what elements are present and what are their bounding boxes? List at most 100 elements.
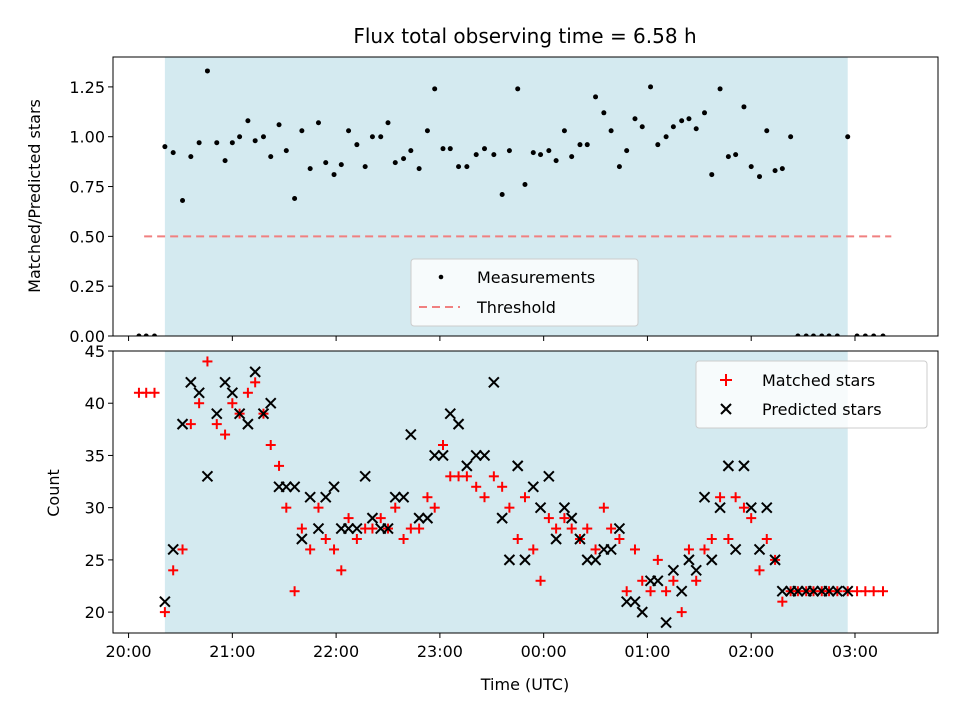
- measurement-point: [788, 134, 794, 140]
- measurement-point: [845, 134, 851, 140]
- measurement-point: [180, 197, 186, 203]
- measurement-point: [315, 120, 321, 126]
- predicted-star-point: [629, 595, 641, 608]
- predicted-star-point: [714, 501, 726, 514]
- measurement-point: [553, 158, 559, 164]
- measurement-point: [378, 134, 384, 140]
- predicted-star-point: [488, 376, 500, 389]
- predicted-star-point: [729, 543, 742, 556]
- matched-star-point: [211, 419, 222, 430]
- measurement-point: [709, 172, 715, 178]
- matched-star-point: [754, 565, 765, 576]
- measurement-point: [779, 166, 785, 172]
- matched-star-point: [715, 492, 726, 503]
- predicted-star-point: [159, 595, 171, 608]
- measurement-point: [748, 164, 754, 170]
- measurement-point: [346, 128, 352, 134]
- matched-star-point: [668, 575, 679, 586]
- predicted-star-point: [478, 449, 491, 462]
- predicted-star-point: [211, 407, 223, 420]
- predicted-star-point: [620, 595, 633, 608]
- x-tick-label: 22:00: [313, 642, 359, 661]
- matched-star-point: [746, 513, 757, 524]
- measurement-point: [741, 104, 747, 110]
- matched-star-point: [185, 419, 196, 430]
- x-tick-label: 20:00: [106, 642, 152, 661]
- top-panel: Flux total observing time = 6.58 h Match…: [25, 24, 939, 346]
- predicted-star-point: [667, 564, 680, 577]
- predicted-star-point: [543, 470, 555, 483]
- measurement-point: [834, 333, 840, 336]
- y-tick-label: 1.25: [69, 78, 105, 97]
- predicted-star-point: [550, 533, 562, 545]
- data-marks: [136, 68, 892, 336]
- measurement-point: [331, 172, 337, 178]
- matched-star-point: [202, 356, 213, 367]
- predicted-star-point: [359, 470, 371, 483]
- measurement-point: [584, 142, 590, 148]
- predicted-star-point: [512, 460, 524, 472]
- predicted-star-point: [193, 387, 205, 399]
- x-tick-label: 01:00: [624, 642, 670, 661]
- predicted-star-point: [444, 407, 456, 420]
- predicted-star-point: [265, 397, 277, 409]
- matched-star-point: [289, 586, 300, 597]
- predicted-star-point: [769, 554, 781, 566]
- matched-star-point: [676, 607, 687, 618]
- predicted-star-point: [690, 564, 702, 577]
- predicted-star-point: [437, 449, 449, 462]
- measurement-point: [702, 110, 708, 116]
- matched-star-point: [621, 586, 632, 597]
- measurement-point: [447, 146, 453, 152]
- predicted-star-point: [167, 543, 179, 556]
- measurement-point: [655, 142, 661, 148]
- predicted-star-point: [581, 554, 593, 566]
- matched-star-point: [281, 502, 292, 513]
- measurement-point: [136, 333, 142, 336]
- matched-star-point: [723, 534, 734, 544]
- predicted-star-point: [461, 460, 473, 472]
- predicted-star-point: [185, 376, 197, 389]
- matched-star-point: [168, 565, 179, 576]
- top-legend-frame: [410, 258, 639, 327]
- matched-star-point: [868, 586, 879, 597]
- predicted-star-point: [698, 491, 711, 503]
- measurement-point: [717, 86, 723, 92]
- matched-star-point: [543, 513, 554, 524]
- predicted-star-point: [312, 522, 325, 535]
- predicted-star-point: [219, 376, 231, 389]
- measurement-point: [170, 150, 176, 156]
- bottom-legend-frame: [695, 360, 928, 429]
- measurement-point: [862, 333, 868, 336]
- y-tick-label: 45: [85, 342, 105, 361]
- predicted-star-point: [807, 585, 820, 597]
- predicted-star-point: [470, 449, 482, 462]
- predicted-star-point: [738, 460, 750, 472]
- predicted-star-point: [233, 407, 246, 420]
- predicted-star-point: [342, 522, 355, 535]
- matched-star-point: [606, 523, 617, 534]
- predicted-star-point: [397, 491, 410, 503]
- y-tick-label: 0.25: [69, 277, 105, 296]
- matched-star-point: [777, 596, 788, 607]
- y-tick-label: 30: [85, 499, 105, 518]
- measurement-point: [506, 148, 512, 154]
- predicted-star-point: [328, 481, 340, 493]
- matched-star-point: [652, 554, 663, 565]
- measurement-point: [522, 182, 528, 188]
- measurement-point: [601, 110, 607, 116]
- predicted-star-point: [320, 491, 332, 503]
- predicted-star-point: [452, 418, 465, 430]
- matched-star-point: [497, 481, 508, 492]
- legend-threshold-label: Threshold: [476, 298, 556, 317]
- matched-star-point: [699, 544, 710, 555]
- predicted-star-point: [722, 460, 735, 472]
- measurement-point: [268, 154, 274, 160]
- plot-frame: [112, 56, 939, 337]
- measurement-point: [764, 128, 770, 134]
- predicted-star-point: [605, 543, 617, 556]
- measurement-point: [440, 146, 446, 152]
- measurement-point: [369, 134, 375, 140]
- legend-measurements-label: Measurements: [477, 268, 595, 287]
- measurement-point: [473, 152, 479, 158]
